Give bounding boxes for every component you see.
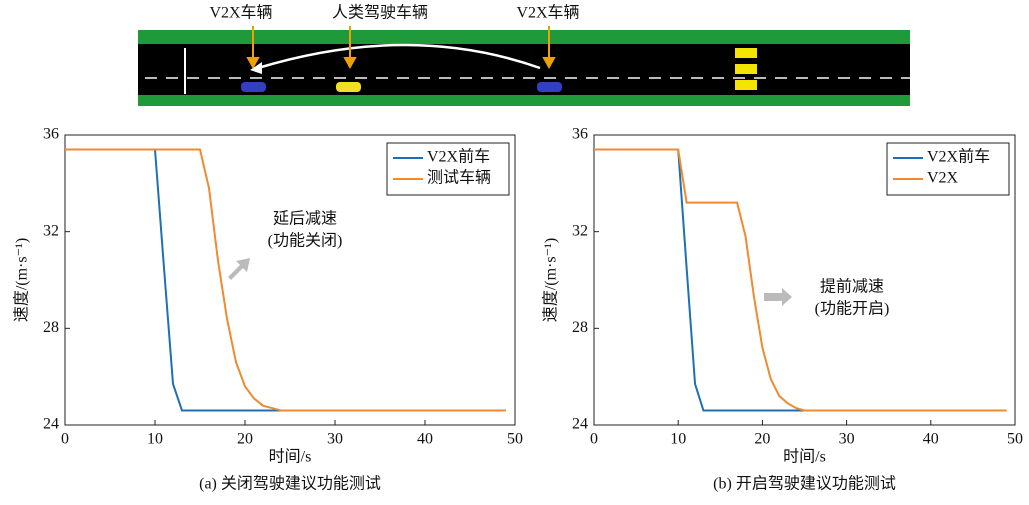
y-tick-label: 32 [43,222,59,239]
y-tick-label: 24 [572,416,588,433]
x-tick-label: 10 [147,431,163,448]
road-diagram: V2X车辆 人类驾驶车辆 V2X车辆 [138,4,910,106]
car [537,82,562,92]
car [336,82,361,92]
legend-label: V2X [927,170,959,187]
y-tick-label: 28 [572,319,588,336]
annotation-arrow [764,288,792,306]
annotation: 提前减速 [820,278,884,296]
marker [735,48,757,58]
car [241,82,266,92]
annotation-arrow [228,258,250,280]
x-tick-label: 0 [61,431,69,448]
y-tick-label: 36 [572,126,588,143]
marker [735,80,757,90]
legend-label: V2X前车 [927,148,990,166]
x-tick-label: 20 [237,431,253,448]
verge [138,95,910,106]
x-axis-label: 时间/s [269,448,312,466]
road-label: 人类驾驶车辆 [332,4,428,22]
y-tick-label: 36 [43,126,59,143]
x-tick-label: 10 [670,431,686,448]
x-tick-label: 50 [1007,431,1023,448]
y-tick-label: 32 [572,222,588,239]
x-tick-label: 30 [839,431,855,448]
figure: V2X车辆 人类驾驶车辆 V2X车辆 0 10 20 30 40 50 24 28 32 36 时间… [0,0,1029,505]
caption: (a) 关闭驾驶建议功能测试 [199,475,381,493]
x-tick-label: 30 [327,431,343,448]
y-axis-label: 速度/(m·s⁻¹) [542,238,560,322]
annotation: (功能关闭) [268,232,343,250]
annotation: (功能开启) [815,300,890,318]
legend-label: 测试车辆 [427,169,491,187]
marker [735,64,757,74]
x-axis-label: 时间/s [783,448,826,466]
x-tick-label: 50 [507,431,523,448]
x-tick-label: 40 [923,431,939,448]
annotation: 延后减速 [273,210,337,228]
x-tick-label: 40 [417,431,433,448]
legend-label: V2X前车 [427,148,490,166]
y-tick-label: 28 [43,319,59,336]
road-label: V2X车辆 [516,4,579,22]
caption: (b) 开启驾驶建议功能测试 [713,475,896,493]
y-axis-label: 速度/(m·s⁻¹) [13,238,31,322]
x-tick-label: 20 [754,431,770,448]
y-tick-label: 24 [43,416,59,433]
road-label: V2X车辆 [209,4,272,22]
x-tick-label: 0 [590,431,598,448]
